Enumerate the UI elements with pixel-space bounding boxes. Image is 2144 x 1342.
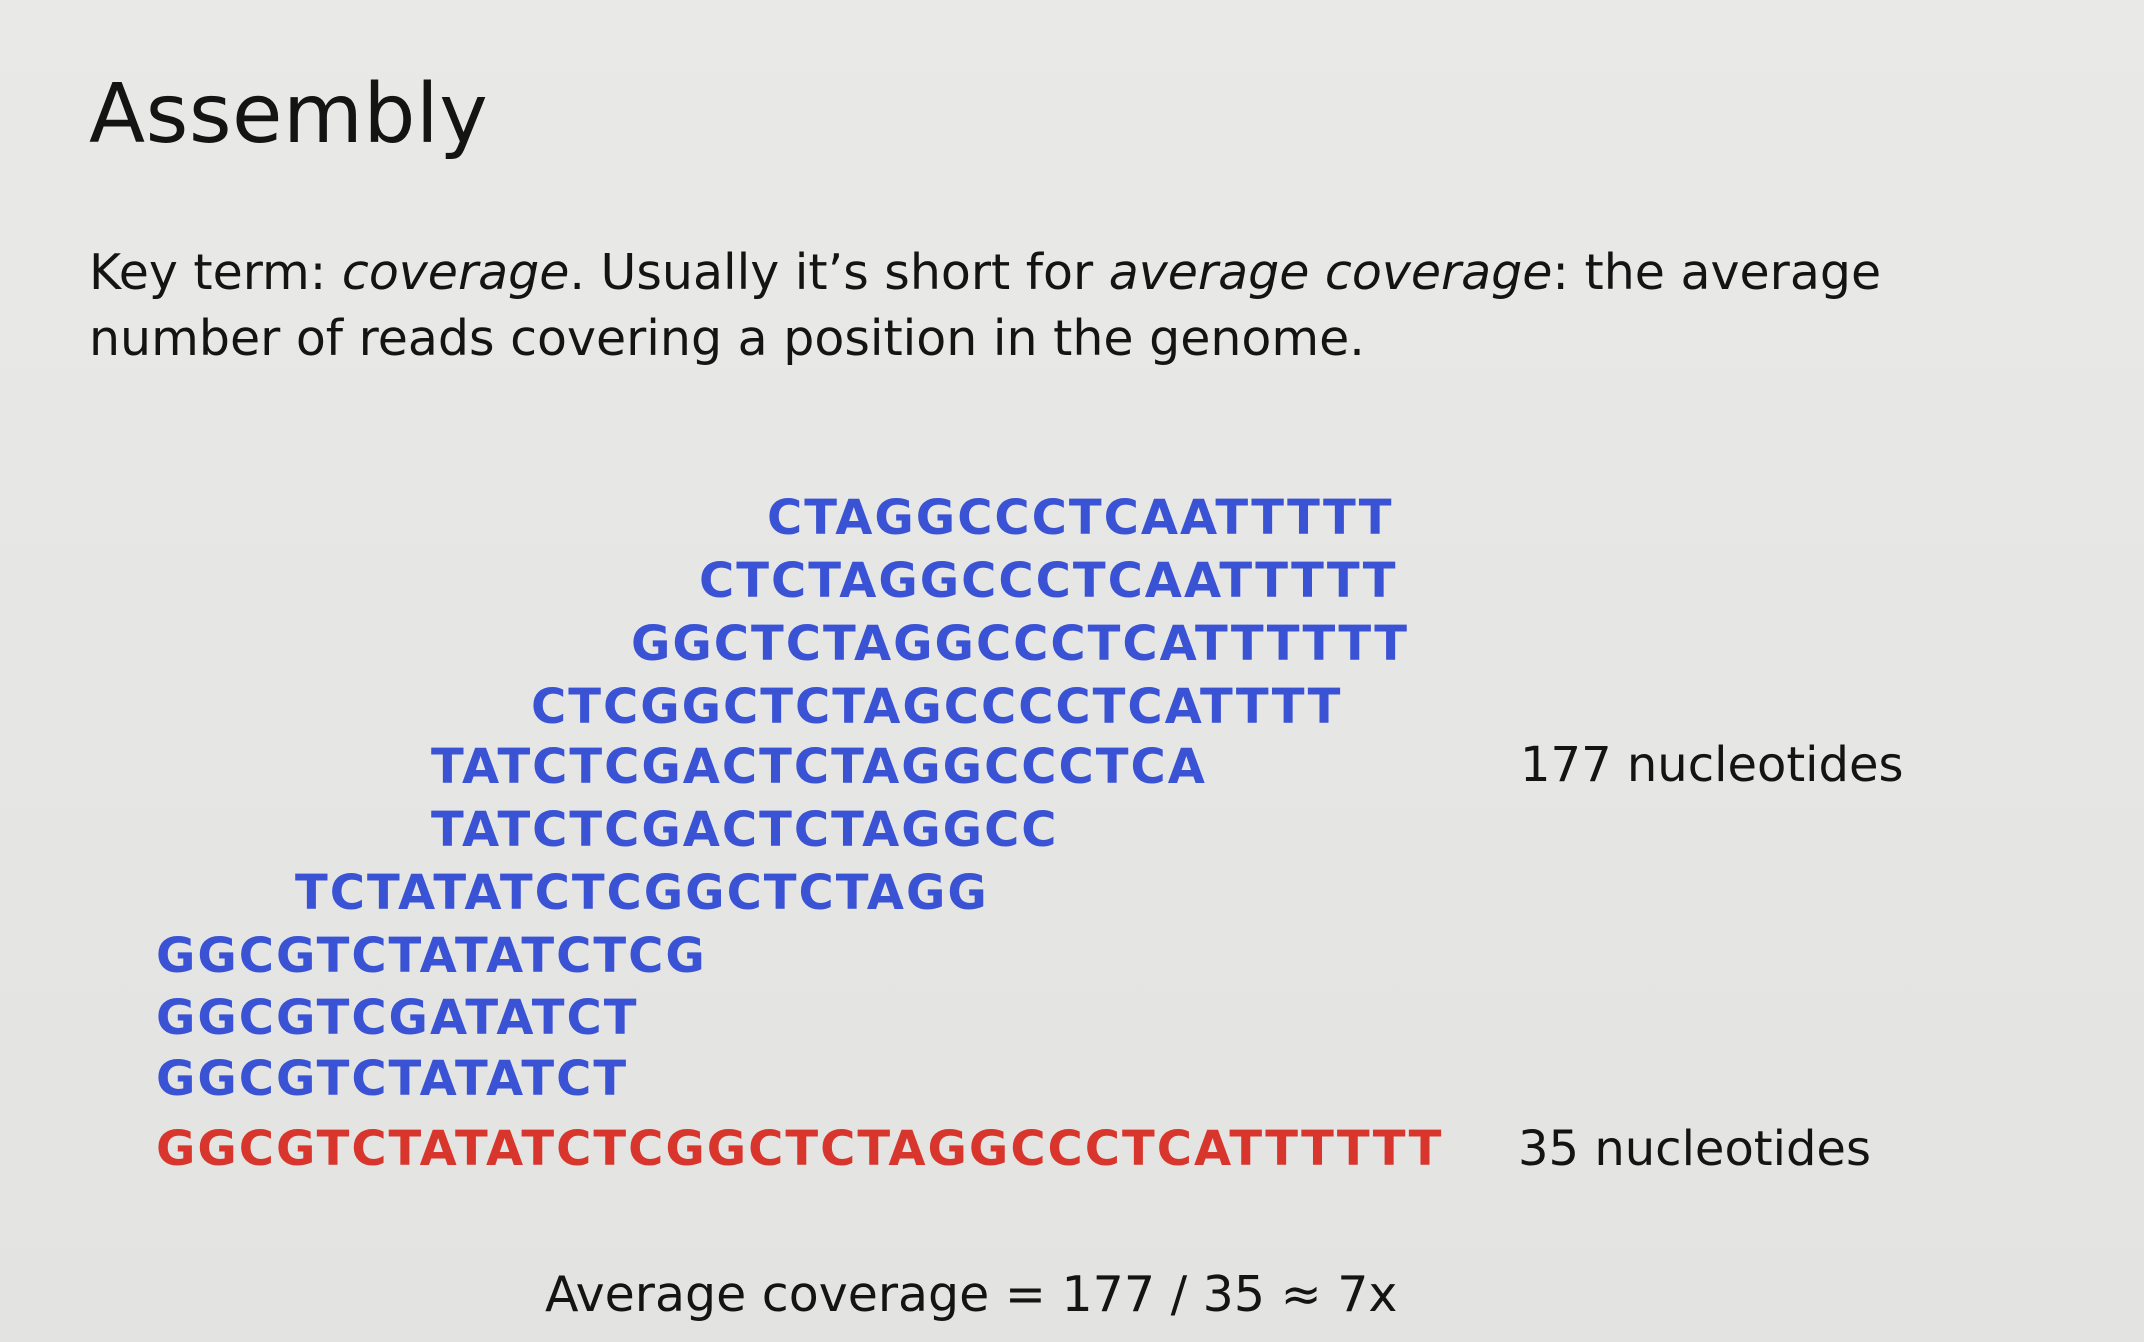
genome-nucleotide-count: 35 nucleotides — [1518, 1121, 1871, 1177]
coverage-formula: Average coverage = 177 / 35 ≈ 7x — [545, 1266, 1398, 1323]
term-average-coverage: average coverage — [1108, 244, 1553, 301]
read-sequence: GGCGTCGATATCT — [156, 990, 639, 1046]
read-sequence: TATCTCGACTCTAGGCCCTCA — [431, 739, 1207, 795]
read-sequence: GGCGTCTATATCTCG — [156, 928, 707, 984]
read-sequence: GGCTCTAGGCCCTCATTTTTT — [631, 616, 1409, 672]
genome-sequence: GGCGTCTATATCTCGGCTCTAGGCCCTCATTTTTT — [156, 1121, 1444, 1177]
definition-mid: . Usually it’s short for — [569, 244, 1109, 301]
definition-prefix: Key term: — [89, 244, 342, 301]
read-sequence: CTCTAGGCCCTCAATTTTT — [699, 553, 1398, 609]
term-coverage: coverage — [341, 244, 570, 301]
definition-suffix: : the average — [1552, 244, 1882, 301]
read-nucleotide-count: 177 nucleotides — [1520, 737, 1904, 793]
slide-title: Assembly — [89, 67, 489, 162]
read-sequence: GGCGTCTATATCT — [156, 1051, 629, 1107]
read-sequence: TATCTCGACTCTAGGCC — [431, 802, 1059, 858]
definition-line-2: number of reads covering a position in t… — [89, 310, 1365, 367]
read-sequence: TCTATATCTCGGCTCTAGG — [295, 865, 989, 921]
read-sequence: CTAGGCCCTCAATTTTT — [767, 490, 1394, 546]
read-sequence: CTCGGCTCTAGCCCCTCATTTT — [531, 679, 1343, 735]
definition-line-1: Key term: coverage. Usually it’s short f… — [89, 240, 1881, 306]
definition-text: Key term: coverage. Usually it’s short f… — [89, 240, 1881, 372]
